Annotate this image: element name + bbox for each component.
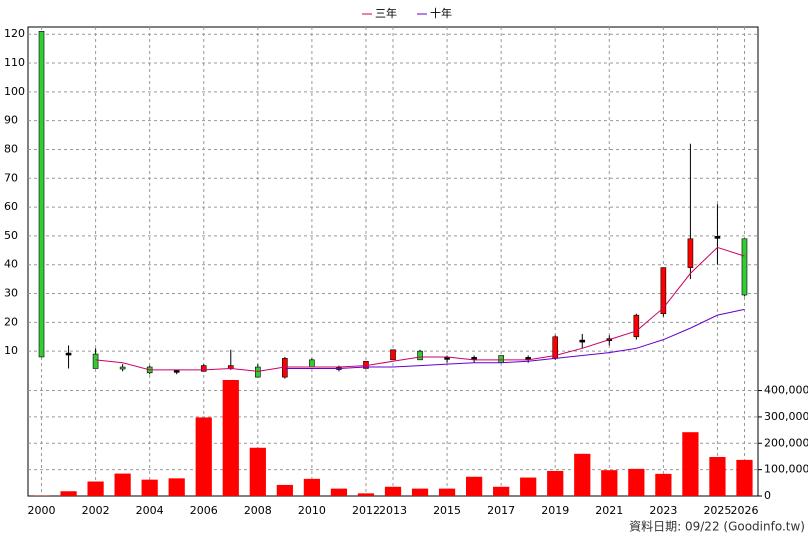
volume-bar — [682, 432, 699, 496]
volume-bar — [438, 488, 456, 496]
volume-tick-label: 300,000 — [764, 410, 808, 423]
x-tick-label: 2006 — [190, 504, 218, 517]
candle-body — [200, 365, 207, 372]
volume-bar — [195, 417, 212, 496]
volume-bar — [222, 380, 239, 496]
volume-bar — [141, 479, 158, 496]
volume-bar — [357, 493, 375, 496]
volume-bar — [276, 484, 293, 496]
x-tick-label: 2021 — [595, 504, 623, 517]
candle-body — [65, 352, 72, 356]
y-tick-label: 120 — [4, 27, 25, 40]
ma-line — [95, 246, 745, 372]
candle-body — [390, 349, 396, 361]
footer: 資料日期: 09/22 (Goodinfo.tw) — [629, 520, 805, 534]
y-tick-label: 80 — [4, 142, 18, 155]
volume-bar — [60, 491, 77, 496]
volume-bar — [628, 468, 645, 496]
volume-tick-label: 400,000 — [764, 384, 808, 397]
volume-bar — [168, 478, 185, 496]
x-tick-label: 2004 — [136, 504, 164, 517]
y-tick-label: 20 — [4, 315, 18, 328]
volume-bar — [709, 456, 726, 496]
legend-label: 十年 — [430, 6, 452, 20]
candle-body — [119, 366, 126, 370]
y-tick-label: 50 — [4, 229, 18, 242]
y-tick-label: 100 — [4, 85, 25, 98]
volume-bar — [384, 486, 402, 496]
x-tick-label: 2013 — [379, 504, 407, 517]
volume-bar — [574, 453, 591, 496]
candle-body — [92, 353, 99, 369]
candle-body — [741, 238, 748, 296]
candle-body — [714, 236, 721, 239]
legend-label: 三年 — [375, 6, 397, 20]
volume-bar — [249, 447, 266, 496]
x-tick-label: 2012 — [352, 504, 380, 517]
volume-bar — [114, 473, 131, 496]
x-tick-label: 2010 — [298, 504, 326, 517]
candle-body — [173, 370, 180, 373]
x-tick-label: 2002 — [82, 504, 110, 517]
candle-body — [660, 267, 667, 315]
candle-body — [687, 238, 694, 268]
volume-bar — [601, 470, 618, 496]
y-tick-label: 70 — [4, 171, 18, 184]
volume-bar — [493, 486, 510, 496]
y-tick-label: 10 — [4, 344, 18, 357]
candle-body — [498, 355, 504, 364]
candle-body — [471, 357, 477, 360]
volume-bar — [87, 481, 104, 496]
x-tick-label: 2023 — [649, 504, 677, 517]
candle-body — [38, 31, 45, 358]
volume-bar — [736, 459, 753, 496]
volume-bar — [655, 473, 672, 496]
x-tick-label: 2017 — [487, 504, 515, 517]
volume-bar — [466, 476, 483, 496]
candle-body — [417, 350, 423, 361]
volume-bar — [411, 488, 429, 496]
y-tick-label: 60 — [4, 200, 18, 213]
x-tick-label: 2000 — [28, 504, 56, 517]
volume-tick-label: 0 — [764, 489, 771, 502]
y-tick-label: 30 — [4, 287, 18, 300]
volume-tick-label: 200,000 — [764, 436, 808, 449]
candle-body — [309, 359, 315, 368]
candle-body — [444, 357, 450, 360]
volume-bar — [520, 477, 537, 496]
volume-tick-label: 100,000 — [764, 463, 808, 476]
y-tick-label: 110 — [4, 56, 25, 69]
ma-line — [284, 308, 745, 369]
candle-body — [579, 339, 586, 343]
x-tick-label: 2015 — [433, 504, 461, 517]
y-tick-label: 90 — [4, 114, 18, 127]
candle-body — [633, 314, 640, 338]
y-tick-label: 40 — [4, 258, 18, 271]
volume-bar — [547, 470, 564, 496]
volume-bar — [303, 478, 320, 496]
x-tick-label: 2026 — [730, 504, 758, 517]
x-tick-label: 2025 — [703, 504, 731, 517]
volume-bar — [330, 488, 348, 496]
x-tick-label: 2008 — [244, 504, 272, 517]
x-tick-label: 2019 — [541, 504, 569, 517]
candle-body — [255, 366, 261, 378]
